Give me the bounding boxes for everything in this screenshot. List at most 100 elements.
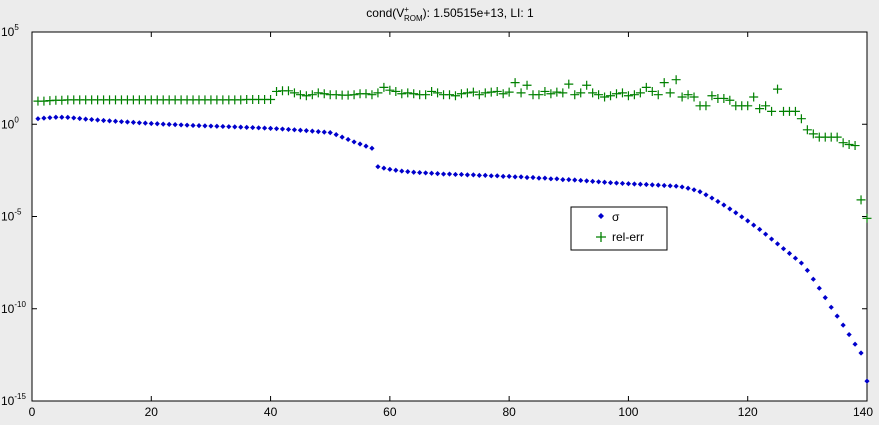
data-point-sigma	[637, 181, 643, 187]
data-point-sigma	[607, 180, 614, 186]
data-point-sigma	[780, 246, 787, 252]
data-point-rel-err	[313, 88, 323, 98]
x-tick-label: 60	[383, 405, 397, 419]
y-tick-label: 10-5	[1, 208, 22, 224]
data-point-rel-err	[301, 91, 311, 101]
data-point-sigma	[309, 128, 315, 134]
data-point-sigma	[178, 122, 184, 128]
data-point-rel-err	[743, 101, 753, 111]
data-point-sigma	[226, 124, 232, 130]
data-point-rel-err	[856, 195, 866, 205]
data-point-sigma	[202, 123, 208, 129]
data-point-sigma	[345, 136, 351, 143]
data-point-sigma	[279, 126, 286, 132]
data-point-rel-err	[582, 80, 592, 90]
data-point-rel-err	[749, 92, 759, 102]
data-point-sigma	[828, 304, 834, 310]
data-point-rel-err	[677, 92, 687, 102]
data-point-sigma	[542, 175, 548, 181]
data-point-sigma	[100, 117, 107, 124]
data-point-sigma	[667, 183, 673, 189]
chart-title: cond(V+ ROM): 1.50515e+13, LI: 1	[366, 5, 534, 23]
data-point-rel-err	[767, 106, 777, 116]
data-point-rel-err	[689, 92, 699, 102]
x-tick-label: 40	[264, 405, 278, 419]
data-point-sigma	[709, 195, 715, 201]
data-point-sigma	[232, 124, 238, 130]
data-point-sigma	[488, 173, 494, 179]
data-point-rel-err	[588, 88, 598, 98]
data-point-sigma	[41, 115, 47, 121]
data-point-rel-err	[623, 91, 633, 101]
series-rel-err	[33, 75, 872, 223]
data-point-sigma	[315, 128, 321, 135]
data-point-sigma	[858, 350, 864, 356]
data-point-rel-err	[671, 75, 681, 85]
y-tick-label: 10-10	[1, 300, 26, 316]
data-point-sigma	[745, 218, 751, 224]
x-tick-label: 120	[738, 405, 758, 419]
data-point-rel-err	[307, 90, 317, 100]
data-point-sigma	[190, 122, 196, 129]
data-point-sigma	[148, 120, 154, 127]
data-point-rel-err	[391, 86, 401, 96]
data-point-sigma	[47, 115, 53, 121]
data-point-rel-err	[540, 86, 550, 96]
data-point-rel-err	[802, 125, 812, 135]
y-tick-label: 10-15	[1, 392, 26, 408]
data-point-rel-err	[773, 84, 783, 94]
data-point-sigma	[673, 183, 679, 189]
data-point-sigma	[184, 122, 190, 128]
data-point-sigma	[53, 114, 59, 120]
data-point-rel-err	[385, 85, 395, 95]
data-point-sigma	[751, 222, 757, 228]
data-point-rel-err	[564, 79, 574, 89]
data-point-rel-err	[492, 86, 502, 96]
data-point-sigma	[631, 181, 637, 187]
data-point-sigma	[590, 178, 596, 184]
data-point-rel-err	[761, 101, 771, 111]
legend-marker-sigma	[598, 213, 604, 219]
data-point-rel-err	[546, 89, 556, 99]
data-point-rel-err	[349, 90, 359, 100]
legend-marker-rel-err	[596, 232, 606, 242]
data-point-rel-err	[617, 88, 627, 98]
data-point-sigma	[458, 171, 465, 178]
x-tick-label: 20	[145, 405, 159, 419]
data-point-sigma	[321, 129, 327, 135]
data-point-sigma	[95, 117, 101, 123]
data-point-rel-err	[576, 88, 586, 98]
data-point-sigma	[482, 172, 488, 178]
data-point-sigma	[476, 172, 482, 178]
data-point-rel-err	[456, 89, 466, 99]
data-point-rel-err	[409, 89, 419, 99]
data-point-sigma	[470, 172, 476, 178]
data-point-sigma	[697, 189, 703, 195]
data-point-sigma	[136, 120, 142, 126]
data-point-sigma	[297, 127, 303, 133]
data-point-rel-err	[373, 88, 383, 98]
data-point-rel-err	[641, 82, 651, 92]
data-point-rel-err	[480, 88, 490, 98]
data-point-sigma	[363, 143, 369, 149]
data-point-sigma	[351, 139, 357, 145]
data-point-sigma	[625, 181, 632, 187]
data-point-sigma	[655, 182, 661, 188]
data-point-rel-err	[701, 101, 711, 111]
data-point-rel-err	[462, 88, 472, 98]
data-point-sigma	[494, 173, 500, 179]
data-point-rel-err	[838, 138, 848, 148]
data-point-sigma	[649, 182, 655, 188]
data-point-sigma	[524, 174, 530, 181]
data-point-rel-err	[719, 93, 729, 103]
data-point-sigma	[154, 121, 160, 127]
data-point-sigma	[584, 178, 590, 184]
data-point-rel-err	[272, 86, 282, 96]
data-point-rel-err	[266, 94, 276, 104]
data-point-rel-err	[295, 90, 305, 100]
data-point-rel-err	[468, 87, 478, 97]
data-point-rel-err	[683, 90, 693, 100]
data-point-sigma	[89, 116, 95, 123]
x-tick-label: 100	[618, 405, 638, 419]
series-marks	[33, 75, 872, 384]
